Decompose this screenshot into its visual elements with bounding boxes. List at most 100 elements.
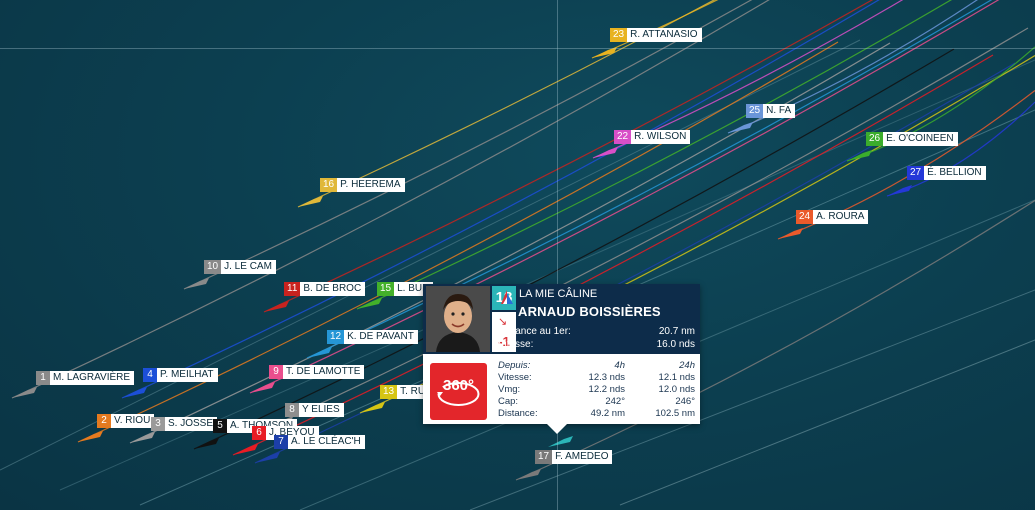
boat-skipper: N. FA bbox=[763, 104, 796, 118]
boat-rank: 5 bbox=[213, 419, 227, 433]
boat-hull-icon[interactable] bbox=[593, 147, 618, 158]
boat-hull-icon[interactable] bbox=[357, 298, 382, 309]
boat-label[interactable]: 27 É. BELLION bbox=[907, 166, 986, 180]
boat-hull-icon[interactable] bbox=[122, 387, 147, 398]
boat-hull-icon[interactable] bbox=[847, 150, 872, 161]
boat-rank: 26 bbox=[866, 132, 884, 146]
flag-logo-icon bbox=[500, 289, 514, 310]
stats-row: Distance: 49.2 nm 102.5 nm bbox=[498, 408, 695, 419]
boat-skipper: J. LE CAM bbox=[221, 260, 276, 274]
boat-label[interactable]: 7 A. LE CLÉAC'H bbox=[274, 435, 365, 449]
boat-hull-icon[interactable] bbox=[12, 387, 37, 398]
stats-row: Vmg: 12.2 nds 12.0 nds bbox=[498, 384, 695, 395]
boat-hull-icon[interactable] bbox=[592, 47, 617, 58]
rank-change: -1 bbox=[498, 334, 510, 349]
boat-rank: 25 bbox=[746, 104, 764, 118]
boat-skipper: B. DE BROC bbox=[300, 282, 366, 296]
boat-skipper: R. ATTANASIO bbox=[627, 28, 702, 42]
boat-hull-icon[interactable] bbox=[233, 444, 258, 455]
boat-track bbox=[263, 0, 874, 313]
boat-info-popup: 18 ↘ -1 LA MIE CÂLINE ARNAUD BOISSIÈRES … bbox=[423, 284, 700, 434]
boat-rank: 2 bbox=[97, 414, 111, 428]
stats-row: Cap: 242° 246° bbox=[498, 396, 695, 407]
boat-label[interactable]: 3 S. JOSSE bbox=[151, 417, 218, 431]
boat-hull-icon[interactable] bbox=[778, 228, 803, 239]
boat-track bbox=[11, 0, 770, 399]
boat-label[interactable]: 24 A. ROURA bbox=[796, 210, 869, 224]
boat-hull-icon[interactable] bbox=[307, 347, 332, 358]
boat-hull-icon[interactable] bbox=[264, 301, 289, 312]
boat-rank: 9 bbox=[269, 365, 283, 379]
trend-down-icon: ↘ bbox=[498, 316, 508, 328]
boat-hull-icon[interactable] bbox=[360, 402, 385, 413]
boat-rank: 11 bbox=[284, 282, 301, 296]
boat-label[interactable]: 13 T. RU bbox=[380, 385, 430, 399]
boat-skipper: A. ROURA bbox=[813, 210, 869, 224]
boat-skipper: A. LE CLÉAC'H bbox=[288, 435, 365, 449]
boat-track bbox=[777, 90, 1035, 240]
boat-label[interactable]: 12 K. DE PAVANT bbox=[327, 330, 418, 344]
boat-label[interactable]: 4 P. MEILHAT bbox=[143, 368, 218, 382]
selected-boat-hull-icon[interactable] bbox=[548, 436, 573, 447]
boat-label[interactable]: 25 N. FA bbox=[746, 104, 796, 118]
boat-hull-icon[interactable] bbox=[184, 278, 209, 289]
boat-track bbox=[515, 199, 1035, 481]
boat-skipper: E. O'COINEEN bbox=[883, 132, 958, 146]
boat-rank: 10 bbox=[204, 260, 222, 274]
boat-rank: 22 bbox=[614, 130, 632, 144]
boat-skipper: S. JOSSE bbox=[165, 417, 218, 431]
boat-skipper: P. MEILHAT bbox=[157, 368, 218, 382]
boat-rank: 6 bbox=[252, 426, 266, 440]
boat-hull-icon[interactable] bbox=[255, 452, 280, 463]
background-track bbox=[469, 289, 1035, 510]
boat-track bbox=[121, 0, 880, 399]
boat-skipper: F. AMEDEO bbox=[552, 450, 613, 464]
boat-rank: 12 bbox=[327, 330, 345, 344]
boat-hull-icon[interactable] bbox=[130, 432, 155, 443]
boat-label[interactable]: 23 R. ATTANASIO bbox=[610, 28, 702, 42]
current-speed: Vitesse: 16.0 nds bbox=[498, 339, 695, 350]
boat-skipper: É. BELLION bbox=[924, 166, 986, 180]
boat-hull-icon[interactable] bbox=[78, 431, 103, 442]
boat-track bbox=[306, 0, 993, 359]
boat-label[interactable]: 16 P. HEEREMA bbox=[320, 178, 405, 192]
background-track bbox=[619, 339, 1035, 506]
boat-rank: 3 bbox=[151, 417, 165, 431]
boat-hull-icon[interactable] bbox=[728, 122, 753, 133]
boat-hull-icon[interactable] bbox=[887, 185, 912, 196]
boat-label[interactable]: 1 M. LAGRAVIÈRE bbox=[36, 371, 135, 385]
skipper-photo bbox=[426, 286, 490, 352]
popup-header: 18 ↘ -1 LA MIE CÂLINE ARNAUD BOISSIÈRES … bbox=[423, 284, 700, 354]
boat-hull-icon[interactable] bbox=[516, 469, 541, 480]
boat-skipper: T. RU bbox=[397, 385, 430, 399]
boat-rank: 16 bbox=[320, 178, 338, 192]
boat-hull-icon[interactable] bbox=[298, 196, 323, 207]
boat-name: LA MIE CÂLINE bbox=[519, 288, 598, 300]
boat-rank: 24 bbox=[796, 210, 814, 224]
boat-skipper: T. DE LAMOTTE bbox=[283, 365, 365, 379]
boat-skipper: Y ELIES bbox=[299, 403, 344, 417]
svg-text:360°: 360° bbox=[443, 377, 474, 394]
crosshair-horizontal bbox=[0, 48, 1035, 49]
boat-label[interactable]: 2 V. RIOU bbox=[97, 414, 155, 428]
boat-label[interactable]: 17 F. AMEDEO bbox=[535, 450, 613, 464]
boat-label[interactable]: 11 B. DE BROC bbox=[284, 282, 366, 296]
boat-label[interactable]: 22 R. WILSON bbox=[614, 130, 691, 144]
boat-track bbox=[356, 0, 952, 310]
boat-hull-icon[interactable] bbox=[194, 438, 219, 449]
boat-label[interactable]: 26 E. O'COINEEN bbox=[866, 132, 958, 146]
boat-track bbox=[267, 27, 1029, 429]
boat-skipper: V. RIOU bbox=[111, 414, 155, 428]
boat-label[interactable]: 9 T. DE LAMOTTE bbox=[269, 365, 365, 379]
view-360-button[interactable]: 360° bbox=[430, 363, 487, 420]
boat-hull-icon[interactable] bbox=[250, 382, 275, 393]
boat-track bbox=[297, 0, 716, 208]
boat-skipper: P. HEEREMA bbox=[337, 178, 405, 192]
boat-rank: 1 bbox=[36, 371, 50, 385]
boat-track bbox=[193, 48, 955, 450]
boat-rank: 13 bbox=[380, 385, 398, 399]
boat-label[interactable]: 10 J. LE CAM bbox=[204, 260, 276, 274]
crosshair-vertical bbox=[557, 0, 558, 510]
